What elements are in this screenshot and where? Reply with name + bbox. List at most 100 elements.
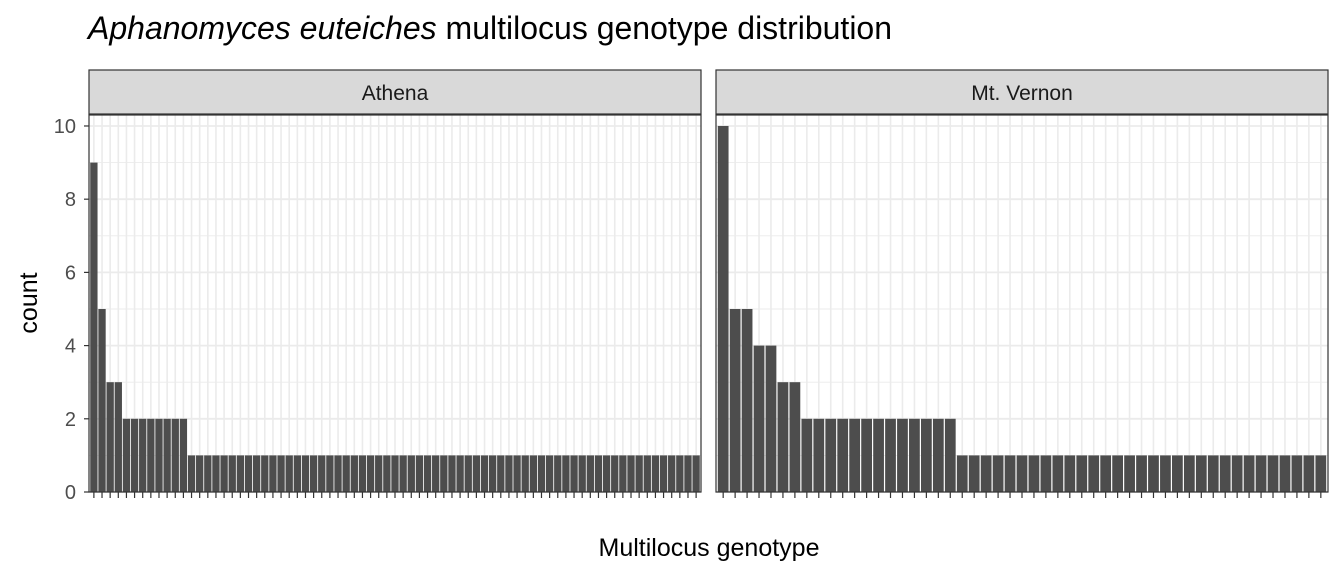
bar	[885, 418, 896, 492]
chart-title-rest-text: multilocus genotype distribution	[446, 10, 892, 46]
bar	[837, 418, 849, 492]
bar	[1064, 455, 1076, 492]
bar	[358, 455, 367, 492]
bar	[1315, 455, 1327, 492]
bar	[342, 455, 350, 492]
bar	[801, 418, 813, 492]
chart-title-italic: Aphanomyces euteiches	[86, 10, 437, 46]
bar	[90, 162, 98, 492]
bar	[139, 418, 147, 492]
bar	[440, 455, 448, 492]
bar	[692, 455, 700, 492]
bar	[765, 345, 777, 492]
bar	[98, 308, 106, 492]
facet-strip	[88, 69, 702, 115]
bar	[1004, 455, 1016, 492]
bar	[529, 455, 538, 492]
bar	[944, 418, 956, 492]
bar	[179, 418, 188, 492]
bar	[407, 455, 415, 492]
bar	[920, 418, 932, 492]
bar	[729, 308, 741, 492]
bar	[1088, 455, 1100, 492]
y-tick-label: 2	[65, 409, 76, 431]
bar	[1195, 455, 1207, 492]
facet-panels: 0 2 4 6 8 10 Athena Mt. Vernon	[54, 69, 1329, 504]
bar	[537, 455, 546, 492]
bar	[155, 418, 163, 492]
bar	[187, 455, 196, 492]
y-tick-label: 4	[65, 336, 76, 358]
bar	[684, 455, 692, 492]
bar	[488, 455, 497, 492]
bar	[464, 455, 472, 492]
bar	[1267, 455, 1279, 492]
y-tick-label: 10	[54, 116, 76, 138]
bar	[1160, 455, 1171, 492]
bar	[992, 455, 1004, 492]
facet-strip-label: Mt. Vernon	[971, 82, 1073, 105]
bar	[261, 455, 269, 492]
bar	[611, 455, 619, 492]
bar	[505, 455, 513, 492]
bar	[897, 418, 908, 492]
bar	[594, 455, 603, 492]
bar	[277, 455, 285, 492]
bar	[1136, 455, 1147, 492]
bar	[269, 455, 277, 492]
bar	[350, 455, 358, 492]
bar	[432, 455, 440, 492]
bar	[651, 455, 660, 492]
bar	[909, 418, 920, 492]
bar	[668, 455, 676, 492]
bar	[326, 455, 334, 492]
chart-title: Aphanomyces euteiches multilocus genotyp…	[86, 10, 892, 46]
bar	[741, 308, 753, 492]
bar	[1255, 455, 1267, 492]
bar	[545, 455, 554, 492]
bar	[659, 455, 668, 492]
bar	[147, 418, 155, 492]
bar	[627, 455, 635, 492]
bar	[643, 455, 651, 492]
bar	[497, 455, 505, 492]
bar	[1243, 455, 1255, 492]
bar	[513, 455, 521, 492]
bar	[480, 455, 489, 492]
bar	[236, 455, 245, 492]
bar	[391, 455, 399, 492]
bar	[1172, 455, 1183, 492]
bar	[399, 455, 407, 492]
bar	[980, 455, 992, 492]
bar	[1040, 455, 1052, 492]
bar	[1207, 455, 1219, 492]
bar	[309, 455, 318, 492]
bar	[813, 418, 825, 492]
bar	[1231, 455, 1243, 492]
bar	[252, 455, 261, 492]
bar	[956, 455, 968, 492]
bar	[676, 455, 684, 492]
bar	[114, 382, 122, 492]
bar	[578, 455, 586, 492]
bar	[285, 455, 293, 492]
bar	[825, 418, 837, 492]
bar	[586, 455, 594, 492]
bar	[366, 455, 375, 492]
bar	[1112, 455, 1124, 492]
bar	[562, 455, 570, 492]
bar	[301, 455, 310, 492]
facet-strip	[715, 69, 1329, 115]
facet-strip-label: Athena	[362, 82, 429, 105]
bar	[777, 382, 789, 492]
bar	[849, 418, 861, 492]
y-axis-label: count	[15, 272, 43, 333]
bar	[163, 418, 171, 492]
bar	[448, 455, 456, 492]
bar	[1100, 455, 1112, 492]
bar	[789, 382, 801, 492]
bar	[122, 418, 131, 492]
bar	[171, 418, 179, 492]
bar	[635, 455, 643, 492]
bar	[570, 455, 578, 492]
